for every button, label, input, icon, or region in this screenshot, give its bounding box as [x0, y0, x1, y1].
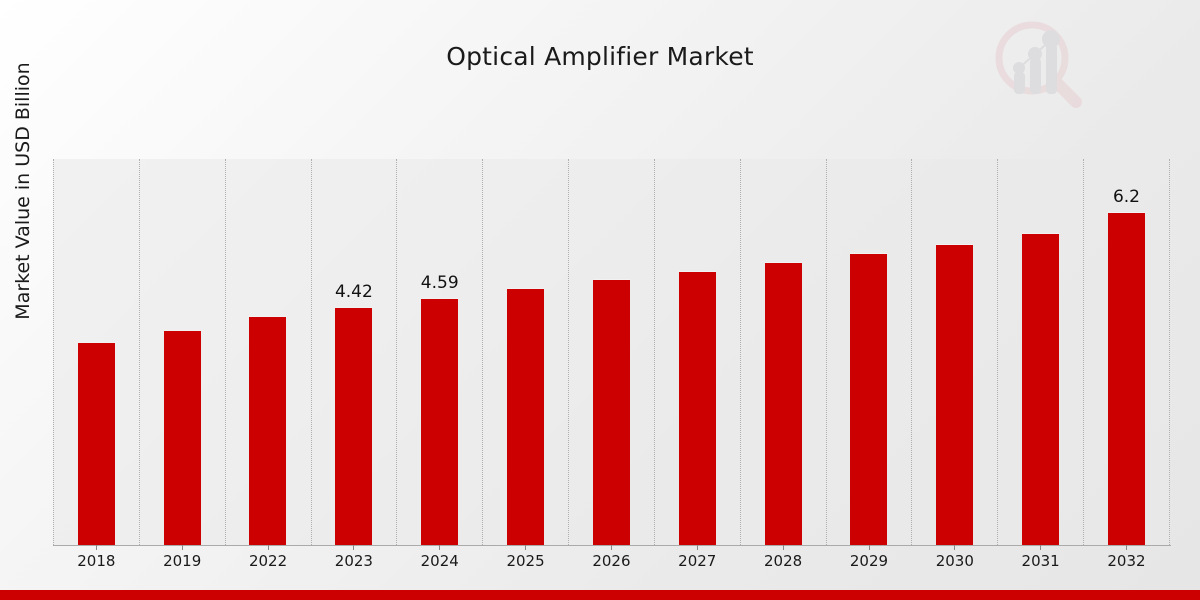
- gridline: [739, 159, 742, 545]
- bar[interactable]: [421, 297, 459, 545]
- x-tick-mark: [954, 545, 956, 550]
- x-tick-mark: [782, 545, 784, 550]
- bar[interactable]: [592, 279, 630, 545]
- gridline: [482, 159, 484, 545]
- x-tick-label: 2026: [592, 552, 631, 570]
- bottom-accent-band: [0, 590, 1200, 600]
- bar[interactable]: [507, 287, 545, 545]
- bar[interactable]: [335, 307, 373, 545]
- bar-group[interactable]: [911, 159, 998, 545]
- gridline: [138, 159, 141, 545]
- x-tick-label: 2024: [420, 552, 459, 570]
- x-tick-mark: [95, 545, 97, 550]
- bar[interactable]: [850, 253, 888, 545]
- x-tick-label: 2028: [764, 552, 803, 570]
- x-tick-mark: [1040, 545, 1042, 550]
- gridline: [53, 159, 55, 545]
- gridline: [224, 159, 227, 545]
- x-axis-line: [53, 545, 1171, 546]
- x-tick-label: 2029: [849, 552, 889, 570]
- bar-value-label: 6.2: [1112, 186, 1140, 207]
- bar[interactable]: [163, 329, 201, 545]
- bar-group[interactable]: 4.59: [396, 159, 483, 545]
- x-tick-mark: [696, 545, 698, 550]
- bar[interactable]: [764, 262, 802, 545]
- bar-group[interactable]: 6.2: [1083, 159, 1170, 545]
- x-tick-label: 2018: [77, 552, 116, 570]
- bar-group[interactable]: [53, 159, 140, 545]
- x-tick-label: 2023: [334, 552, 373, 570]
- bar[interactable]: [249, 315, 287, 545]
- x-tick-mark: [1126, 545, 1128, 550]
- x-tick-label: 2022: [248, 552, 288, 570]
- bar-group[interactable]: [826, 159, 913, 545]
- x-tick-mark: [868, 545, 870, 550]
- y-axis-label: Market Value in USD Billion: [12, 62, 34, 320]
- gridline: [825, 159, 828, 545]
- x-tick-label: 2032: [1107, 552, 1146, 570]
- gridline: [568, 159, 570, 545]
- gridline: [396, 159, 398, 545]
- bar-group[interactable]: [568, 159, 655, 545]
- bar-value-label: 4.59: [420, 272, 459, 293]
- bar-value-label: 4.42: [334, 282, 373, 303]
- x-tick-mark: [353, 545, 355, 550]
- trend-dots-glyph: [1013, 30, 1060, 74]
- x-tick-label: 2027: [678, 552, 717, 570]
- gridline: [1083, 159, 1085, 545]
- bar[interactable]: [1107, 211, 1145, 545]
- bar[interactable]: [678, 270, 716, 545]
- gridline: [310, 159, 313, 545]
- x-tick-mark: [267, 545, 269, 550]
- x-tick-mark: [525, 545, 527, 550]
- gridline: [1169, 159, 1171, 545]
- x-tick-label: 2031: [1021, 552, 1060, 570]
- gridline: [653, 159, 656, 545]
- brand-watermark-logo: [988, 18, 1084, 110]
- bar[interactable]: [77, 341, 115, 545]
- bar[interactable]: [936, 243, 974, 545]
- bar-group[interactable]: [997, 159, 1084, 545]
- gridline: [997, 159, 999, 545]
- bar-group[interactable]: [654, 159, 741, 545]
- x-tick-label: 2030: [935, 552, 974, 570]
- bar-group[interactable]: 4.42: [311, 159, 398, 545]
- x-tick-mark: [439, 545, 441, 550]
- bar-group[interactable]: [139, 159, 226, 545]
- bar-chart-glyph: [1014, 44, 1057, 94]
- x-tick-mark: [611, 545, 612, 550]
- x-tick-label: 2025: [506, 552, 545, 570]
- bar-group[interactable]: [740, 159, 827, 545]
- chart-title: Optical Amplifier Market: [446, 42, 754, 71]
- bar-group[interactable]: [482, 159, 569, 545]
- bar-group[interactable]: [225, 159, 312, 545]
- x-tick-mark: [181, 545, 183, 550]
- bar[interactable]: [1022, 232, 1060, 545]
- gridline: [911, 159, 913, 545]
- x-tick-label: 2019: [163, 552, 202, 570]
